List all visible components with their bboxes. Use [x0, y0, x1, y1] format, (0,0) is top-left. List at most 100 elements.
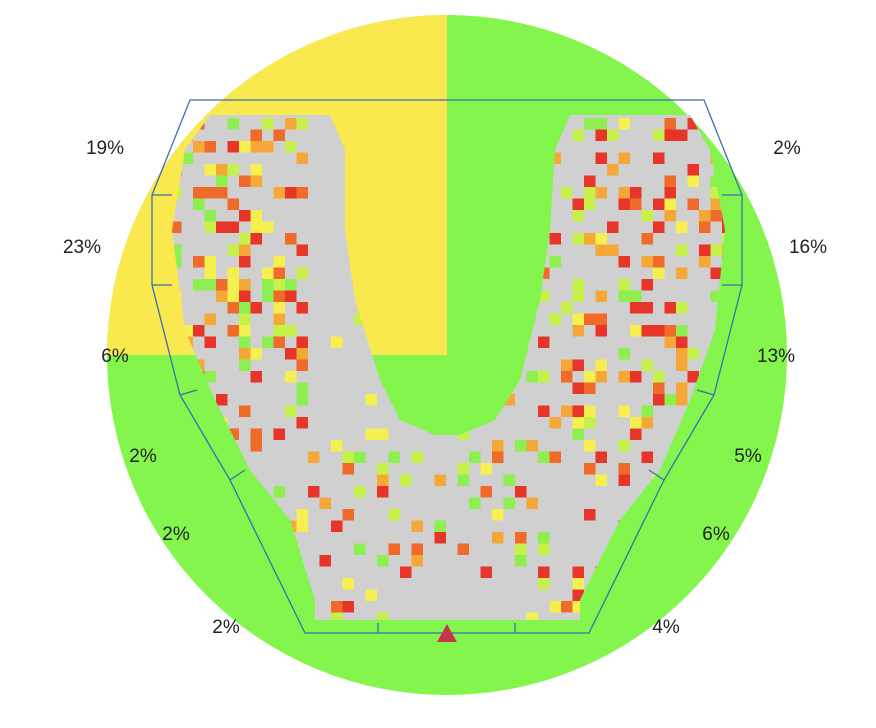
cell: [595, 187, 607, 199]
cell: [296, 244, 308, 256]
cell: [584, 118, 596, 130]
cell: [204, 187, 216, 199]
cell: [676, 302, 688, 314]
cell: [457, 463, 469, 475]
cell: [687, 348, 699, 360]
cell: [377, 428, 389, 440]
cell: [572, 566, 584, 578]
cell: [469, 451, 481, 463]
cell: [492, 440, 504, 452]
cell: [641, 451, 653, 463]
cell: [354, 451, 366, 463]
cell: [572, 589, 584, 601]
cell: [664, 118, 676, 130]
cell: [365, 428, 377, 440]
cell: [172, 256, 182, 268]
cell: [664, 175, 676, 187]
cell: [239, 313, 251, 325]
cell: [285, 118, 297, 130]
cell: [538, 371, 550, 383]
cell: [400, 566, 412, 578]
cell: [664, 302, 676, 314]
cell: [676, 394, 688, 406]
cell: [434, 532, 446, 544]
cell: [699, 244, 711, 256]
cell: [365, 394, 377, 406]
cell: [273, 267, 285, 279]
cell: [664, 394, 676, 406]
cell: [388, 509, 400, 521]
cell: [549, 417, 561, 429]
cell: [457, 543, 469, 555]
cell: [227, 118, 239, 130]
cell: [273, 325, 285, 337]
sector-label: 6%: [702, 524, 730, 545]
cell: [572, 198, 584, 210]
cell: [377, 555, 389, 567]
cell: [526, 440, 538, 452]
cell: [664, 129, 676, 141]
cell: [584, 175, 596, 187]
sector-label: 19%: [86, 138, 124, 159]
cell: [549, 152, 561, 164]
cell: [722, 555, 725, 567]
cell: [618, 348, 630, 360]
cell: [296, 520, 308, 532]
cell: [538, 336, 550, 348]
cell: [319, 555, 331, 567]
cell: [641, 405, 653, 417]
cell: [641, 417, 653, 429]
cell: [584, 382, 596, 394]
cell: [584, 371, 596, 383]
cell: [538, 543, 550, 555]
cell: [250, 302, 262, 314]
cell: [549, 313, 561, 325]
cell: [342, 601, 354, 613]
cell: [641, 210, 653, 222]
cell: [618, 118, 630, 130]
cell: [722, 233, 725, 245]
cell: [331, 612, 343, 620]
cell: [676, 129, 688, 141]
cell: [377, 486, 389, 498]
cell: [584, 233, 596, 245]
cell: [354, 543, 366, 555]
cell: [561, 187, 573, 199]
cell: [630, 417, 642, 429]
cell: [239, 244, 251, 256]
cell: [630, 302, 642, 314]
cell: [538, 532, 550, 544]
cell: [572, 601, 584, 613]
cell: [641, 233, 653, 245]
cell: [549, 601, 561, 613]
cell: [526, 371, 538, 383]
cell: [515, 486, 527, 498]
cell: [457, 474, 469, 486]
cell: [239, 359, 251, 371]
cell: [204, 141, 216, 153]
cell: [676, 336, 688, 348]
cell: [342, 578, 354, 590]
cell: [595, 152, 607, 164]
cell: [204, 267, 216, 279]
cell: [172, 601, 182, 613]
cell: [515, 555, 527, 567]
cell: [193, 198, 205, 210]
cell: [193, 256, 205, 268]
cell: [172, 244, 182, 256]
cell: [250, 175, 262, 187]
cell: [227, 267, 239, 279]
cell: [653, 256, 665, 268]
cell: [653, 382, 665, 394]
cell: [239, 325, 251, 337]
cell: [457, 428, 469, 440]
cell: [572, 325, 584, 337]
cell: [411, 555, 423, 567]
cell: [561, 359, 573, 371]
cell: [595, 359, 607, 371]
cell: [400, 474, 412, 486]
cell: [250, 210, 262, 222]
cell: [630, 198, 642, 210]
cell: [538, 405, 550, 417]
cell: [699, 210, 711, 222]
